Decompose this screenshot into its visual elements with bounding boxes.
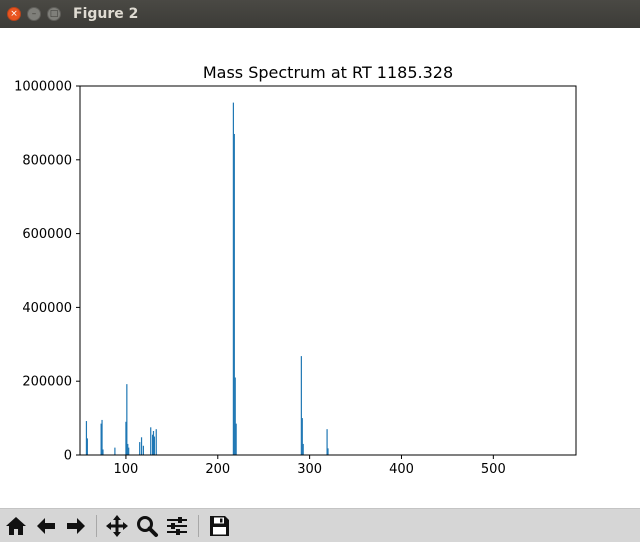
- spectrum-bar-25: [326, 429, 328, 455]
- home-button[interactable]: [3, 513, 29, 539]
- minimize-window-button[interactable]: –: [27, 7, 41, 21]
- window-title: Figure 2: [73, 6, 139, 22]
- x-axis: 100 200 300 400 500: [114, 455, 506, 477]
- x-tick-label: 500: [481, 462, 506, 477]
- maximize-icon: □: [49, 8, 59, 19]
- spectrum-bar-9: [128, 447, 130, 455]
- spectrum-bar-18: [232, 102, 234, 456]
- spectrum-bar-2: [100, 423, 102, 455]
- spectrum-bar-4: [102, 449, 104, 455]
- bars-group: [85, 102, 329, 456]
- y-tick-label: 0: [64, 449, 72, 464]
- pan-move-icon: [106, 515, 128, 537]
- chart-title: Mass Spectrum at RT 1185.328: [203, 63, 453, 82]
- pan-button[interactable]: [104, 513, 130, 539]
- maximize-window-button[interactable]: □: [47, 7, 61, 21]
- save-button[interactable]: [206, 513, 232, 539]
- spectrum-bar-5: [114, 447, 116, 455]
- spectrum-bar-22: [300, 356, 302, 455]
- spectrum-bar-26: [327, 448, 329, 455]
- y-axis: 0 200000 400000 600000 800000 1000000: [14, 80, 80, 464]
- spectrum-bar-1: [86, 438, 88, 455]
- spectrum-bar-0: [85, 421, 88, 455]
- forward-button[interactable]: [63, 513, 89, 539]
- x-tick-label: 300: [297, 462, 322, 477]
- home-icon: [6, 517, 26, 535]
- back-button[interactable]: [33, 513, 59, 539]
- back-arrow-icon: [37, 518, 55, 534]
- toolbar-separator: [96, 515, 97, 537]
- close-icon: ×: [10, 8, 18, 19]
- forward-arrow-icon: [67, 518, 85, 534]
- y-tick-label: 1000000: [14, 80, 72, 95]
- spectrum-bar-13: [150, 427, 152, 455]
- spectrum-bar-8: [127, 443, 129, 455]
- spectrum-bar-12: [142, 445, 144, 455]
- spectrum-bar-19: [233, 133, 235, 455]
- subplots-sliders-icon: [167, 517, 187, 535]
- y-tick-label: 400000: [22, 301, 72, 316]
- mass-spectrum-chart[interactable]: Mass Spectrum at RT 1185.328 100 200 300 40…: [0, 28, 640, 508]
- zoom-magnifier-icon: [137, 516, 158, 537]
- x-tick-label: 100: [114, 462, 139, 477]
- configure-subplots-button[interactable]: [164, 513, 190, 539]
- x-tick-label: 400: [389, 462, 414, 477]
- zoom-button[interactable]: [134, 513, 160, 539]
- plot-frame: [79, 85, 577, 456]
- minimize-icon: –: [31, 8, 37, 19]
- spectrum-bar-11: [140, 437, 143, 455]
- save-floppy-icon: [210, 516, 229, 536]
- x-tick-label: 200: [205, 462, 230, 477]
- navigation-toolbar: [0, 508, 640, 542]
- spectrum-bar-10: [139, 442, 141, 455]
- toolbar-separator: [198, 515, 199, 537]
- spectrum-bar-16: [153, 436, 155, 455]
- window-titlebar[interactable]: × – □ Figure 2: [0, 0, 640, 28]
- spectrum-bar-17: [155, 429, 157, 455]
- spectrum-bar-24: [302, 443, 304, 455]
- spectrum-bar-23: [301, 418, 303, 455]
- y-tick-label: 600000: [22, 227, 72, 242]
- spectrum-bar-14: [151, 434, 154, 455]
- spectrum-bar-6: [125, 421, 127, 455]
- spectrum-bar-7: [126, 384, 128, 455]
- spectrum-bar-15: [152, 431, 155, 455]
- close-window-button[interactable]: ×: [7, 7, 21, 21]
- figure-canvas[interactable]: Mass Spectrum at RT 1185.328 100 200 300 40…: [0, 28, 640, 508]
- spectrum-bar-20: [234, 377, 236, 455]
- spectrum-bar-3: [101, 419, 103, 455]
- y-tick-label: 200000: [22, 375, 72, 390]
- y-tick-label: 800000: [22, 153, 72, 168]
- spectrum-bar-21: [235, 423, 237, 455]
